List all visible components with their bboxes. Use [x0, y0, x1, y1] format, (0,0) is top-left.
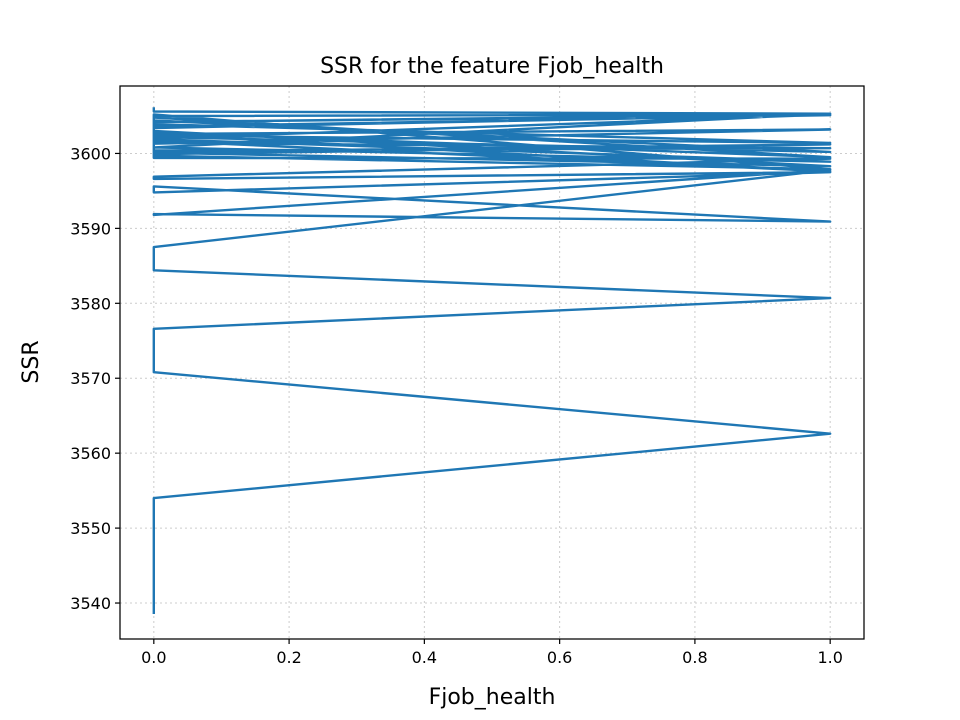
y-axis-label: SSR: [19, 340, 44, 383]
axes-frame: [119, 85, 865, 640]
x-tick-label: 0.8: [682, 648, 707, 667]
x-tick-label: 0.0: [141, 648, 166, 667]
y-tick-label: 3590: [70, 219, 111, 238]
y-tick-label: 3550: [70, 519, 111, 538]
y-tick-label: 3600: [70, 144, 111, 163]
y-axis: 3540 3550 3560 3570 3580 3590 3600: [70, 144, 120, 613]
series-line: [152, 107, 832, 614]
y-tick-label: 3540: [70, 594, 111, 613]
x-tick-label: 0.2: [276, 648, 301, 667]
y-tick-label: 3560: [70, 444, 111, 463]
x-axis-label: Fjob_health: [429, 685, 556, 710]
x-axis: 0.0 0.2 0.4 0.6 0.8 1.0: [141, 639, 843, 667]
y-tick-label: 3570: [70, 369, 111, 388]
x-tick-label: 0.6: [547, 648, 572, 667]
chart-title: SSR for the feature Fjob_health: [320, 54, 664, 79]
series-group: [152, 107, 832, 614]
x-tick-label: 0.4: [412, 648, 437, 667]
y-tick-label: 3580: [70, 294, 111, 313]
x-tick-label: 1.0: [817, 648, 842, 667]
